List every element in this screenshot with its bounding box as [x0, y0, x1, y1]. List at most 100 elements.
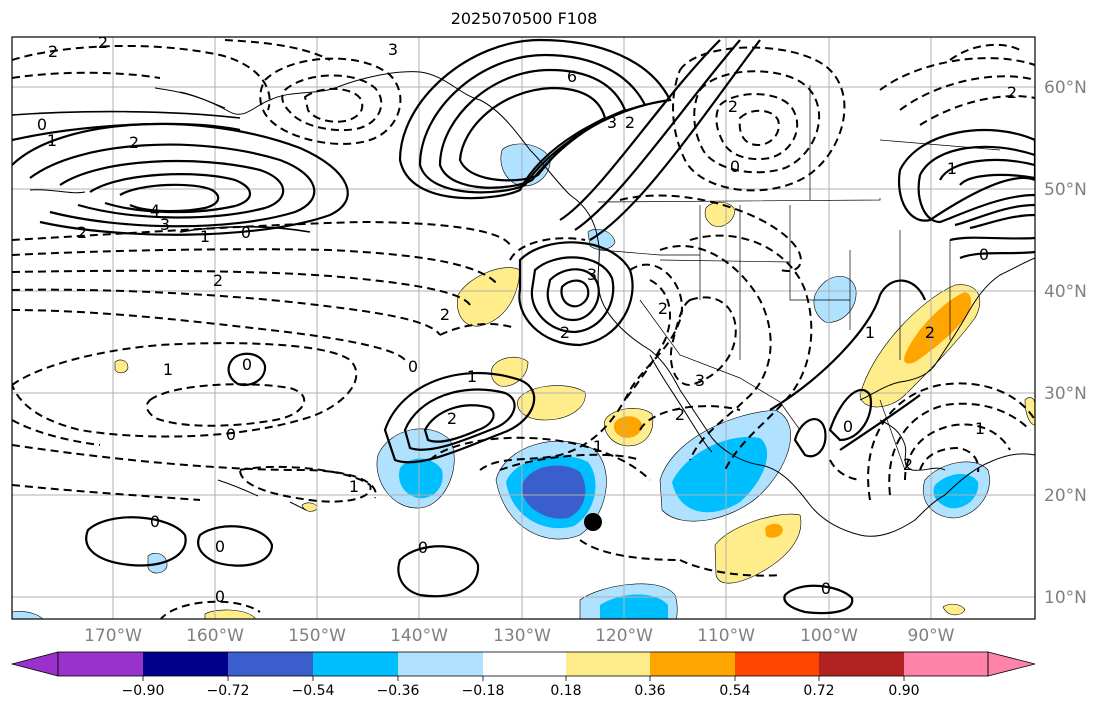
contour-label: 2	[560, 323, 570, 342]
contour-label: 0	[730, 157, 740, 176]
contour-label: 1	[947, 159, 957, 178]
contour-label: 1	[975, 419, 985, 438]
shade-pos	[704, 201, 736, 227]
contour-label: 0	[821, 579, 831, 598]
contour-label: 3	[607, 113, 617, 132]
contour-zero	[12, 110, 311, 233]
lat-label: 30°N	[1044, 384, 1087, 404]
contour-label: 2	[675, 405, 685, 424]
shade-pos-strong	[904, 292, 972, 364]
contour-label: 3	[587, 265, 597, 284]
lat-label: 60°N	[1044, 78, 1087, 98]
contour-label: 0	[215, 587, 225, 606]
shade-pos	[714, 513, 802, 584]
contours-positive	[12, 38, 1035, 615]
contour-label: 2	[728, 97, 738, 116]
shade-neg-strongest	[521, 465, 586, 519]
contour-label: 2	[447, 409, 457, 428]
colorbar-swatch	[143, 652, 228, 676]
shade-neg-strong	[672, 437, 768, 513]
shade-pos	[204, 609, 256, 619]
colorbar-swatch	[58, 652, 143, 676]
shade-pos	[301, 502, 318, 512]
lon-label: 110°W	[697, 626, 755, 646]
marker-dot	[584, 513, 602, 531]
shade-pos	[114, 359, 129, 374]
contour-label: 0	[150, 512, 160, 531]
lon-label: 160°W	[186, 626, 244, 646]
colorbar-swatch	[650, 652, 735, 676]
contour-label: 2	[925, 323, 935, 342]
contour-label: 1	[593, 437, 603, 456]
colorbar-tick-label: −0.54	[291, 683, 335, 699]
contour-label: 3	[388, 40, 398, 59]
contours-negative	[12, 39, 1035, 619]
contour-label: 0	[418, 538, 428, 557]
colorbar-extend-low	[10, 651, 59, 677]
lat-label: 40°N	[1044, 282, 1087, 302]
shade-pos	[1024, 397, 1035, 426]
contour-label: 4	[150, 201, 160, 220]
shaded-anomalies	[12, 143, 1035, 619]
shade-pos	[942, 603, 966, 616]
shade-neg-strong	[398, 458, 443, 499]
shade-pos	[457, 267, 521, 327]
shade-neg	[12, 611, 43, 619]
lon-label: 170°W	[84, 626, 142, 646]
colorbar-swatch	[483, 652, 566, 676]
map-title: 2025070500 F108	[450, 9, 598, 28]
colorbar-tick-label: −0.72	[206, 683, 250, 699]
colorbar-swatch	[735, 652, 819, 676]
contour-label: 0	[215, 537, 225, 556]
contour-label: 2	[213, 271, 223, 290]
shade-pos-strong	[613, 416, 643, 438]
contour-label: 0	[226, 425, 236, 444]
lat-label: 20°N	[1044, 486, 1087, 506]
shade-neg	[813, 275, 857, 323]
colorbar-swatch	[228, 652, 313, 676]
lat-label: 10°N	[1044, 588, 1087, 608]
lon-label: 100°W	[800, 626, 858, 646]
contour-label: 1	[349, 477, 359, 496]
shade-pos-strong	[765, 523, 783, 538]
contour-label: 0	[979, 245, 989, 264]
lat-label: 50°N	[1044, 180, 1087, 200]
contour-label: 2	[1007, 83, 1017, 102]
colorbar-tick-label: 0.36	[634, 683, 666, 699]
lon-label: 120°W	[595, 626, 653, 646]
colorbar-tick-label: 0.54	[719, 683, 751, 699]
colorbar-tick-label: 0.90	[888, 683, 920, 699]
contour-label: 2	[77, 223, 87, 242]
colorbar-tick-label: −0.36	[376, 683, 420, 699]
lon-label: 130°W	[493, 626, 551, 646]
lon-label: 90°W	[907, 626, 955, 646]
contour-label: 0	[843, 417, 853, 436]
lon-label: 140°W	[390, 626, 448, 646]
contour-label: 2	[625, 113, 635, 132]
contour-label: 2	[98, 33, 108, 52]
colorbar-tick-label: −0.18	[461, 683, 505, 699]
colorbar-extend-high	[987, 651, 1036, 677]
contour-label: 0	[242, 355, 252, 374]
contour-label: 2	[903, 455, 913, 474]
colorbar-swatch	[398, 652, 483, 676]
contour-label: 2	[129, 133, 139, 152]
contour-label: 1	[467, 367, 477, 386]
contour-label: 1	[47, 131, 57, 150]
lon-label: 150°W	[288, 626, 346, 646]
contour-label: 6	[567, 67, 577, 86]
colorbar-tick-label: −0.90	[121, 683, 165, 699]
contour-labels: 2 2 3 6 3 2 0 1 2 4 3 0 2 1 0 2 2 2 3 2 …	[37, 33, 1017, 606]
contour-label: 0	[241, 223, 251, 242]
contour-label: 1	[865, 323, 875, 342]
contour-label: 1	[163, 360, 173, 379]
colorbar-swatch	[566, 652, 650, 676]
colorbar-tick-label: 0.72	[803, 683, 835, 699]
contour-label: 0	[408, 357, 418, 376]
contour-label: 2	[48, 42, 58, 61]
colorbar-swatch	[819, 652, 904, 676]
contour-label: 3	[160, 215, 170, 234]
colorbar-tick-label: 0.18	[550, 683, 582, 699]
coastlines	[29, 71, 1035, 537]
contour-label: 3	[695, 371, 705, 390]
